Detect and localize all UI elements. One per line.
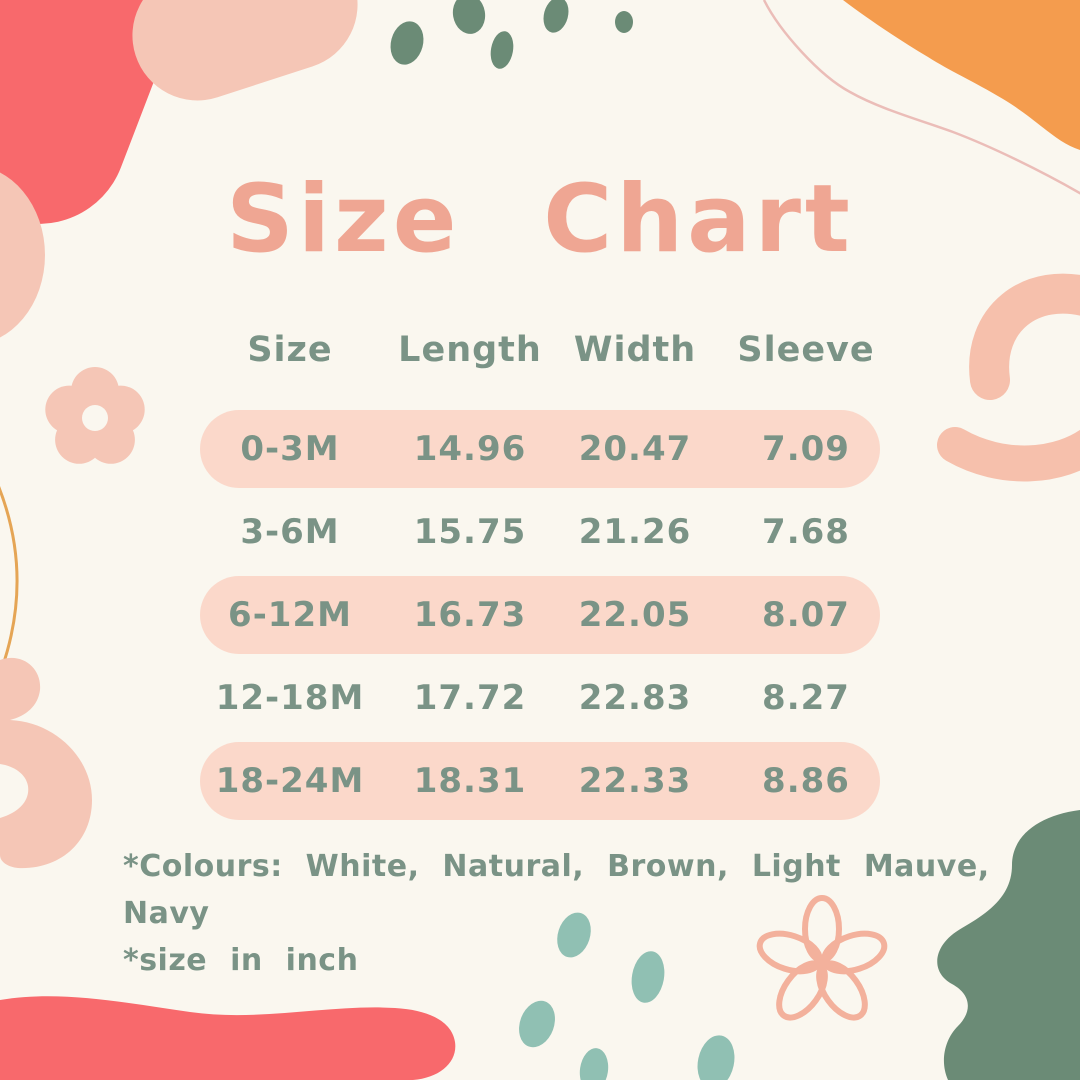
size-cell: 0-3M bbox=[240, 429, 340, 469]
green-dots-top bbox=[390, 0, 633, 69]
table-row: 12-18M 17.72 22.83 8.27 bbox=[200, 659, 880, 737]
teal-dot bbox=[631, 951, 665, 1003]
sleeve-cell: 7.68 bbox=[762, 512, 850, 552]
table-header-row: Size Length Width Sleeve bbox=[200, 322, 880, 378]
green-dot bbox=[390, 21, 424, 65]
green-dot bbox=[452, 0, 486, 34]
table-row: 3-6M 15.75 21.26 7.68 bbox=[200, 493, 880, 571]
column-header-sleeve: Sleeve bbox=[737, 330, 875, 370]
flower-icon-left bbox=[45, 367, 145, 464]
width-cell: 20.47 bbox=[578, 429, 692, 469]
length-cell: 15.75 bbox=[413, 512, 527, 552]
pink-blob-left bbox=[0, 172, 45, 338]
sleeve-cell: 8.86 bbox=[762, 761, 850, 801]
table-row: 18-24M 18.31 22.33 8.86 bbox=[200, 742, 880, 820]
green-dot bbox=[615, 11, 633, 33]
size-cell: 6-12M bbox=[228, 595, 352, 635]
orange-blob-top-right bbox=[843, 0, 1080, 150]
orange-line-left bbox=[0, 486, 19, 669]
green-dot bbox=[490, 31, 514, 69]
teal-dot bbox=[579, 1048, 609, 1080]
pink-curl-right bbox=[937, 273, 1080, 482]
size-table: Size Length Width Sleeve 0-3M 14.96 20.4… bbox=[200, 322, 880, 825]
size-cell: 12-18M bbox=[215, 678, 365, 718]
length-cell: 18.31 bbox=[413, 761, 527, 801]
sleeve-cell: 8.27 bbox=[762, 678, 850, 718]
teal-dots-bottom bbox=[519, 912, 735, 1080]
footnote-colours: *Colours: White, Natural, Brown, Light M… bbox=[123, 849, 990, 931]
length-cell: 16.73 bbox=[413, 595, 527, 635]
column-header-length: Length bbox=[398, 330, 542, 370]
size-cell: 18-24M bbox=[215, 761, 365, 801]
width-cell: 22.05 bbox=[578, 595, 692, 635]
flower-icon-bottom-right bbox=[756, 895, 888, 1021]
column-header-size: Size bbox=[247, 330, 333, 370]
length-cell: 14.96 bbox=[413, 429, 527, 469]
footnotes: *Colours: White, Natural, Brown, Light M… bbox=[123, 843, 1080, 984]
width-cell: 22.83 bbox=[578, 678, 692, 718]
coral-blob-top-left bbox=[0, 0, 172, 224]
pink-squiggle-bottom-left bbox=[0, 657, 92, 869]
width-cell: 22.33 bbox=[578, 761, 692, 801]
coral-wave-bottom bbox=[0, 996, 456, 1080]
teal-dot bbox=[519, 1000, 555, 1048]
sleeve-cell: 8.07 bbox=[762, 595, 850, 635]
width-cell: 21.26 bbox=[578, 512, 692, 552]
pink-line-top-right bbox=[762, 0, 1080, 195]
table-row: 6-12M 16.73 22.05 8.07 bbox=[200, 576, 880, 654]
table-row: 0-3M 14.96 20.47 7.09 bbox=[200, 410, 880, 488]
page-title: Size Chart bbox=[226, 165, 854, 274]
footnote-units: *size in inch bbox=[123, 943, 359, 978]
column-header-width: Width bbox=[573, 330, 697, 370]
sleeve-cell: 7.09 bbox=[762, 429, 850, 469]
length-cell: 17.72 bbox=[413, 678, 527, 718]
size-cell: 3-6M bbox=[240, 512, 340, 552]
green-blob-bottom-right bbox=[937, 810, 1080, 1080]
pink-blob-top bbox=[132, 0, 358, 101]
teal-dot bbox=[557, 912, 591, 958]
teal-dot bbox=[697, 1035, 735, 1080]
green-dot bbox=[543, 0, 569, 33]
